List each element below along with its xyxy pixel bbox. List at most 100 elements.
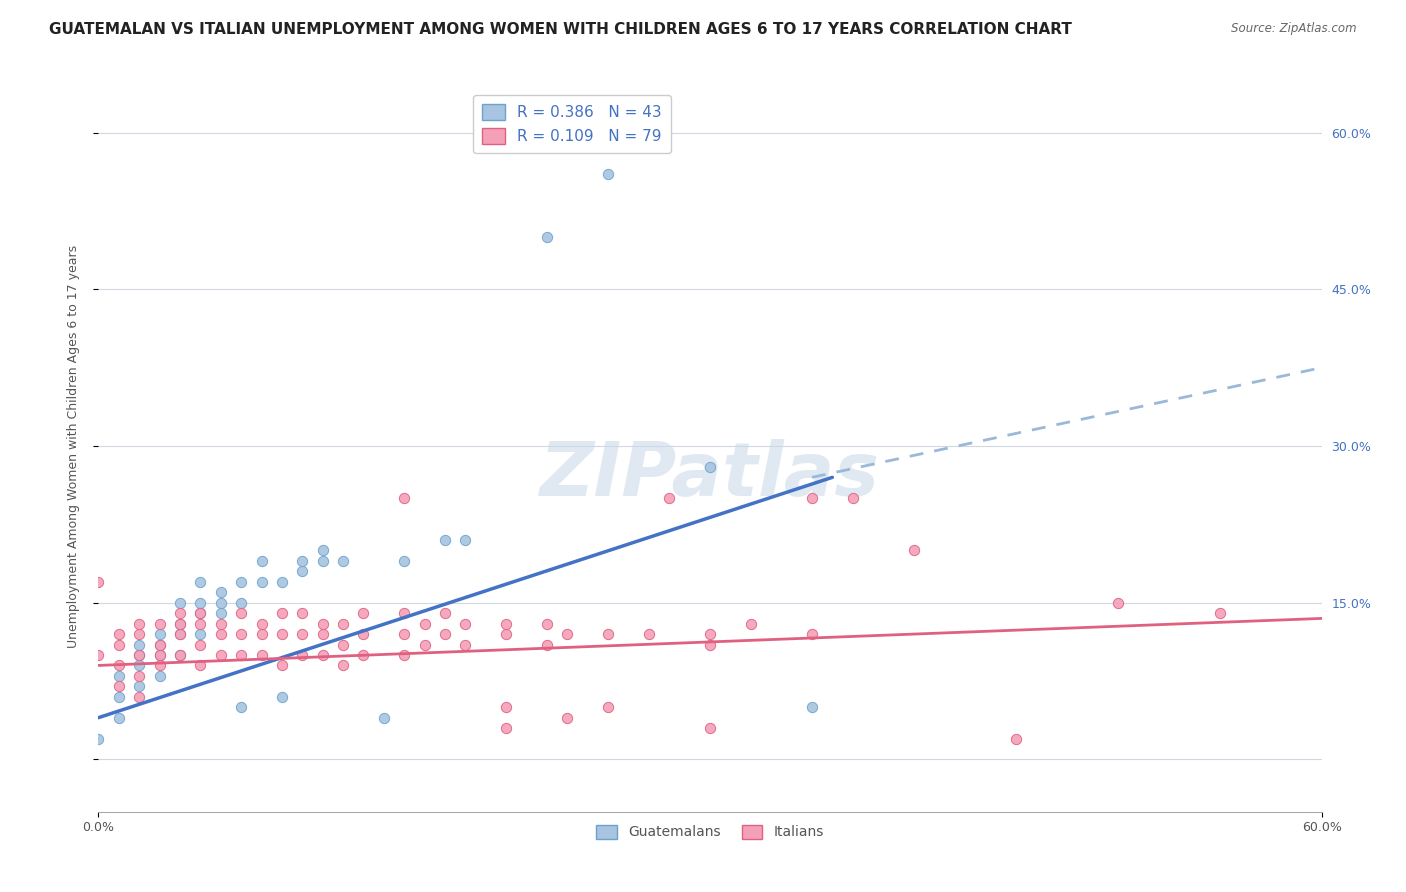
Point [332, 658, 354, 673]
Point [392, 491, 416, 506]
Point [128, 679, 150, 693]
Point [188, 627, 212, 641]
Point [434, 533, 457, 547]
Point [454, 616, 477, 631]
Point [291, 606, 314, 620]
Text: ZIPatlas: ZIPatlas [540, 439, 880, 512]
Point [801, 491, 824, 506]
Point [149, 669, 172, 683]
Point [312, 648, 335, 662]
Point [128, 616, 150, 631]
Point [740, 616, 762, 631]
Point [352, 606, 374, 620]
Point [87, 648, 110, 662]
Point [658, 491, 681, 506]
Point [699, 638, 721, 652]
Point [169, 627, 191, 641]
Point [1004, 731, 1026, 746]
Point [536, 638, 558, 652]
Point [270, 658, 294, 673]
Point [312, 554, 335, 568]
Point [598, 167, 620, 181]
Point [149, 658, 172, 673]
Point [209, 596, 232, 610]
Point [231, 574, 253, 589]
Point [169, 648, 191, 662]
Point [332, 554, 354, 568]
Point [1209, 606, 1232, 620]
Point [312, 616, 335, 631]
Point [495, 627, 517, 641]
Point [128, 690, 150, 704]
Point [209, 606, 232, 620]
Point [536, 230, 558, 244]
Point [373, 711, 395, 725]
Point [149, 638, 172, 652]
Point [270, 627, 294, 641]
Point [392, 606, 416, 620]
Point [699, 721, 721, 735]
Point [149, 638, 172, 652]
Point [149, 648, 172, 662]
Point [108, 690, 131, 704]
Point [128, 658, 150, 673]
Point [188, 596, 212, 610]
Point [495, 721, 517, 735]
Text: Source: ZipAtlas.com: Source: ZipAtlas.com [1232, 22, 1357, 36]
Point [231, 700, 253, 714]
Point [87, 574, 110, 589]
Point [332, 616, 354, 631]
Point [231, 627, 253, 641]
Point [169, 616, 191, 631]
Point [231, 596, 253, 610]
Y-axis label: Unemployment Among Women with Children Ages 6 to 17 years: Unemployment Among Women with Children A… [67, 244, 80, 648]
Point [270, 606, 294, 620]
Point [108, 627, 131, 641]
Point [169, 606, 191, 620]
Point [1107, 596, 1129, 610]
Point [188, 606, 212, 620]
Point [312, 627, 335, 641]
Point [598, 627, 620, 641]
Point [188, 638, 212, 652]
Point [169, 596, 191, 610]
Point [555, 627, 579, 641]
Point [128, 648, 150, 662]
Point [536, 616, 558, 631]
Point [128, 638, 150, 652]
Point [555, 711, 579, 725]
Point [413, 616, 436, 631]
Text: GUATEMALAN VS ITALIAN UNEMPLOYMENT AMONG WOMEN WITH CHILDREN AGES 6 TO 17 YEARS : GUATEMALAN VS ITALIAN UNEMPLOYMENT AMONG… [49, 22, 1073, 37]
Legend: Guatemalans, Italians: Guatemalans, Italians [591, 819, 830, 845]
Point [188, 658, 212, 673]
Point [128, 648, 150, 662]
Point [250, 554, 273, 568]
Point [291, 648, 314, 662]
Point [231, 648, 253, 662]
Point [250, 627, 273, 641]
Point [250, 574, 273, 589]
Point [312, 543, 335, 558]
Point [495, 700, 517, 714]
Point [128, 669, 150, 683]
Point [149, 648, 172, 662]
Point [108, 658, 131, 673]
Point [699, 459, 721, 474]
Point [128, 627, 150, 641]
Point [250, 616, 273, 631]
Point [209, 627, 232, 641]
Point [392, 648, 416, 662]
Point [392, 627, 416, 641]
Point [270, 690, 294, 704]
Point [231, 606, 253, 620]
Point [188, 606, 212, 620]
Point [454, 638, 477, 652]
Point [598, 700, 620, 714]
Point [434, 606, 457, 620]
Point [250, 648, 273, 662]
Point [332, 638, 354, 652]
Point [454, 533, 477, 547]
Point [209, 585, 232, 599]
Point [699, 627, 721, 641]
Point [392, 554, 416, 568]
